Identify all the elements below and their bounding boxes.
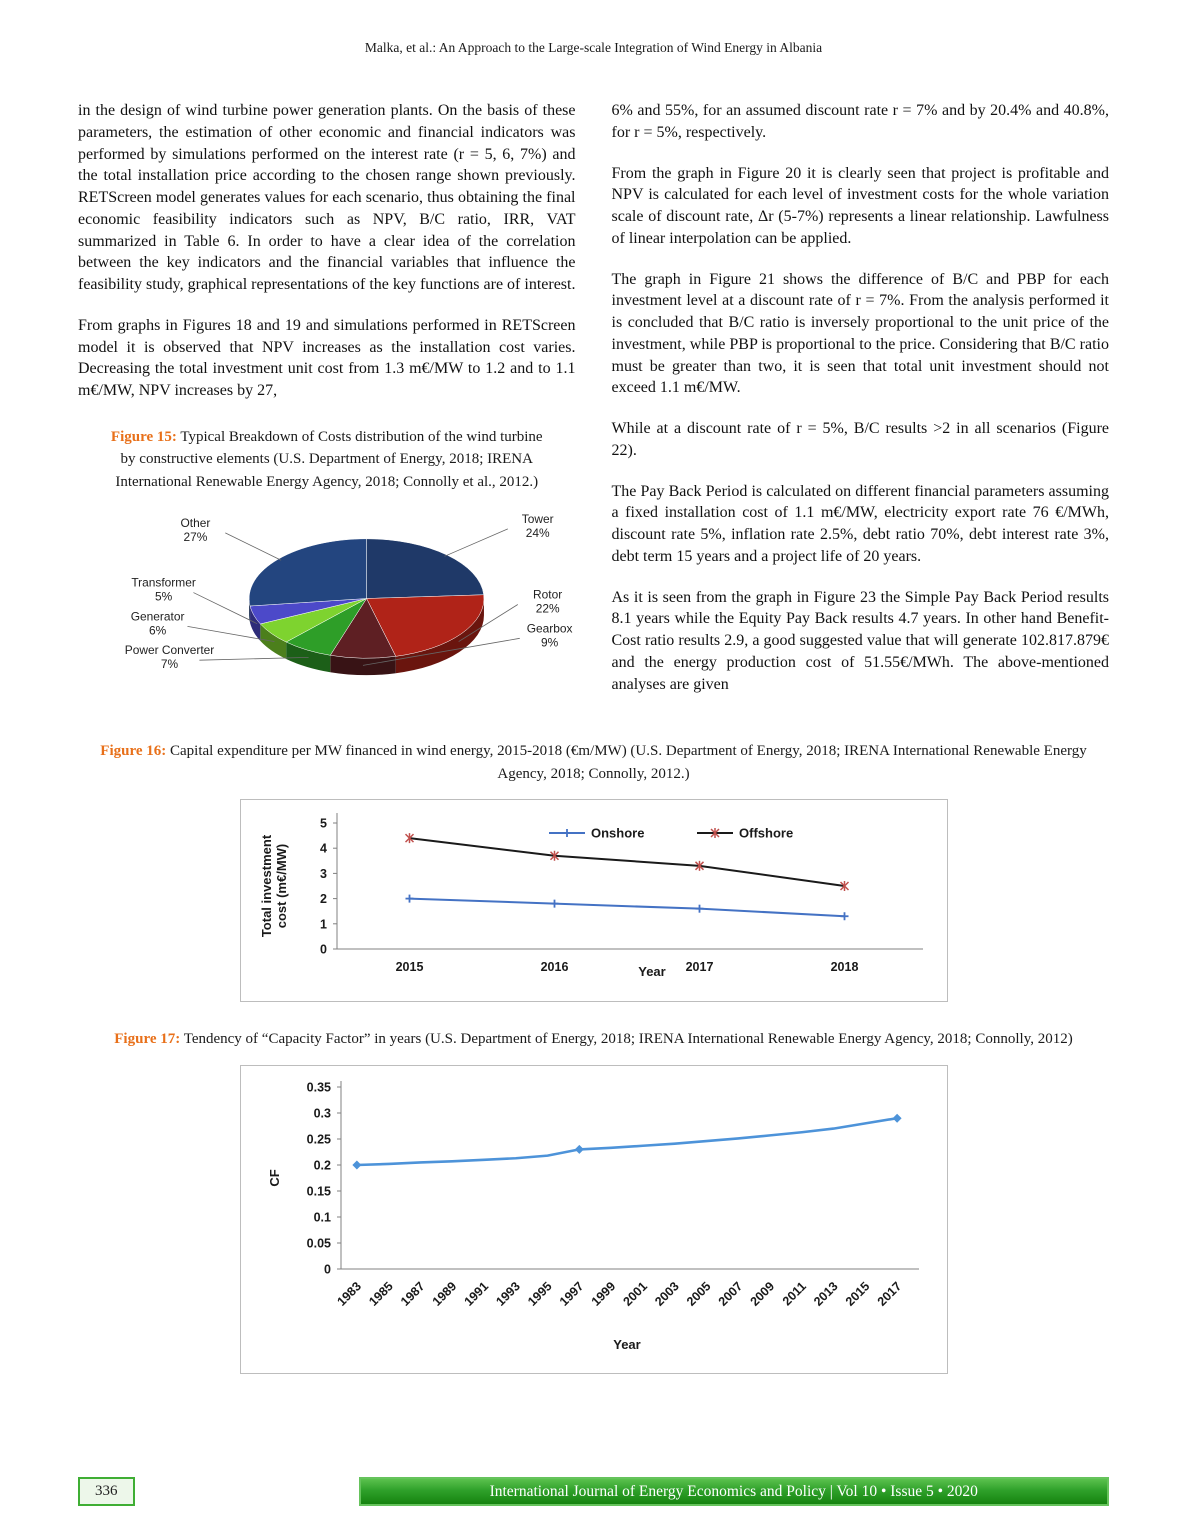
svg-text:2005: 2005 <box>683 1279 713 1309</box>
body-paragraph: 6% and 55%, for an assumed discount rate… <box>611 102 1110 141</box>
svg-text:1999: 1999 <box>588 1279 618 1309</box>
svg-text:0.15: 0.15 <box>306 1184 330 1198</box>
figure16-chart: 0 1 2 3 4 5 2015 2016 2017 2018 Year Total investme… <box>239 799 948 1003</box>
svg-text:1993: 1993 <box>493 1279 523 1309</box>
figure16-caption-text: Capital expenditure per MW financed in w… <box>170 743 1087 782</box>
figure15-caption-text: Typical Breakdown of Costs distribution … <box>115 428 543 490</box>
svg-text:2011: 2011 <box>779 1279 808 1308</box>
svg-text:Total investmentcost (m€/MW): Total investmentcost (m€/MW) <box>259 834 289 937</box>
body-paragraph: The graph in Figure 21 shows the differe… <box>611 270 1110 397</box>
body-paragraph: in the design of wind turbine power gene… <box>78 102 576 293</box>
two-column-body: in the design of wind turbine power gene… <box>78 100 1109 714</box>
svg-text:CF: CF <box>267 1169 282 1186</box>
page-footer: 336 International Journal of Energy Econ… <box>78 1477 1109 1506</box>
svg-text:Year: Year <box>613 1337 640 1352</box>
figure16-label: Figure 16: <box>100 743 167 760</box>
body-paragraph: As it is seen from the graph in Figure 2… <box>611 588 1110 693</box>
svg-text:Year: Year <box>638 964 665 979</box>
svg-text:Offshore: Offshore <box>739 826 793 841</box>
svg-text:1991: 1991 <box>461 1279 491 1309</box>
svg-text:2009: 2009 <box>747 1279 777 1309</box>
svg-text:2003: 2003 <box>652 1279 682 1309</box>
body-paragraph: From graphs in Figures 18 and 19 and sim… <box>78 316 576 399</box>
svg-text:2017: 2017 <box>874 1279 904 1309</box>
svg-text:2001: 2001 <box>620 1279 650 1309</box>
svg-text:1987: 1987 <box>397 1279 427 1309</box>
svg-text:1: 1 <box>320 918 327 932</box>
body-paragraph: From the graph in Figure 20 it is clearl… <box>611 164 1110 247</box>
column-right: 6% and 55%, for an assumed discount rate… <box>612 100 1110 714</box>
journal-bar: International Journal of Energy Economic… <box>358 1477 1109 1506</box>
svg-text:0.35: 0.35 <box>306 1080 330 1094</box>
svg-text:1983: 1983 <box>334 1279 364 1309</box>
page-content: in the design of wind turbine power gene… <box>0 56 1187 1374</box>
svg-text:2015: 2015 <box>395 960 423 974</box>
running-head: Malka, et al.: An Approach to the Large-… <box>364 40 823 55</box>
page-number: 336 <box>78 1477 135 1506</box>
pie-chart-svg: Tower 24% Rotor 22% Gearbox 9% Power Converter… <box>125 512 573 676</box>
svg-text:2017: 2017 <box>685 960 713 974</box>
body-paragraph: While at a discount rate of r = 5%, B/C … <box>611 420 1110 459</box>
svg-text:2016: 2016 <box>540 960 568 974</box>
svg-text:0.25: 0.25 <box>306 1132 330 1146</box>
svg-text:2007: 2007 <box>715 1279 745 1309</box>
svg-text:0.3: 0.3 <box>313 1106 330 1120</box>
figure17-chart: 0 0.05 0.1 0.15 0.2 0.25 0.3 0.35 1983 1985 1987 19… <box>239 1064 948 1374</box>
svg-text:0.1: 0.1 <box>313 1210 330 1224</box>
svg-text:2015: 2015 <box>842 1279 872 1309</box>
svg-text:2: 2 <box>320 892 327 906</box>
figure15-pie-chart: Tower 24% Rotor 22% Gearbox 9% Power Converter… <box>78 503 576 707</box>
figure15-label: Figure 15: <box>110 428 177 445</box>
figure15-caption: Figure 15: Typical Breakdown of Costs di… <box>104 426 550 494</box>
svg-text:Onshore: Onshore <box>591 826 644 841</box>
svg-text:0.05: 0.05 <box>306 1236 330 1250</box>
svg-text:1989: 1989 <box>429 1279 459 1309</box>
svg-text:4: 4 <box>320 842 327 856</box>
figure16-caption: Figure 16: Capital expenditure per MW fi… <box>86 740 1101 785</box>
figure17-label: Figure 17: <box>114 1031 181 1048</box>
body-paragraph: The Pay Back Period is calculated on dif… <box>611 482 1110 565</box>
svg-text:3: 3 <box>320 867 327 881</box>
svg-text:2018: 2018 <box>830 960 858 974</box>
svg-text:0: 0 <box>324 1262 331 1276</box>
svg-text:2013: 2013 <box>811 1279 841 1309</box>
svg-text:1995: 1995 <box>525 1279 555 1309</box>
figure17-caption-text: Tendency of “Capacity Factor” in years (… <box>183 1031 1073 1048</box>
svg-text:0: 0 <box>320 943 327 957</box>
svg-text:0.2: 0.2 <box>313 1158 330 1172</box>
svg-text:1985: 1985 <box>366 1279 396 1309</box>
column-left: in the design of wind turbine power gene… <box>78 100 576 714</box>
svg-text:1997: 1997 <box>556 1279 586 1309</box>
svg-text:5: 5 <box>320 817 327 831</box>
line-chart-svg: 0 1 2 3 4 5 2015 2016 2017 2018 Year Total investme… <box>259 813 923 979</box>
figure17-caption: Figure 17: Tendency of “Capacity Factor”… <box>86 1028 1101 1051</box>
